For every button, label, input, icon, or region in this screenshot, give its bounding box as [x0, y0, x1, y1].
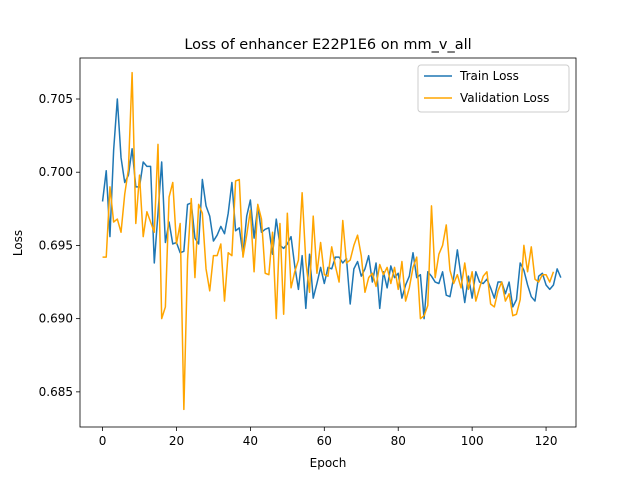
- legend: Train Loss Validation Loss: [417, 64, 570, 113]
- x-tick-label: 60: [317, 434, 332, 448]
- series-line-train-loss: [101, 98, 562, 320]
- chart-title: Loss of enhancer E22P1E6 on mm_v_all: [184, 37, 471, 53]
- y-tick-label: 0.685: [39, 385, 73, 399]
- x-tick-label: 20: [169, 434, 184, 448]
- x-axis-label: Epoch: [310, 456, 347, 470]
- x-tick-label: 80: [391, 434, 406, 448]
- x-tick-label: 40: [243, 434, 258, 448]
- y-tick-label: 0.700: [39, 165, 73, 179]
- x-tick-label: 100: [461, 434, 484, 448]
- y-axis-label: Loss: [11, 230, 25, 256]
- y-tick-label: 0.695: [39, 238, 73, 252]
- x-tick-label: 120: [535, 434, 558, 448]
- plot-lines: [101, 71, 562, 411]
- x-axis-ticks: 0 20 40 60 80 100 120: [99, 427, 558, 448]
- legend-label-train-loss: Train Loss: [459, 69, 519, 83]
- legend-box: [417, 64, 570, 113]
- y-axis-ticks: 0.685 0.690 0.695 0.700 0.705: [39, 92, 80, 399]
- series-line-validation-loss: [102, 71, 555, 411]
- y-tick-label: 0.705: [39, 92, 73, 106]
- x-tick-label: 0: [99, 434, 107, 448]
- y-tick-label: 0.690: [39, 312, 73, 326]
- plot-frame: [79, 57, 577, 428]
- legend-label-validation-loss: Validation Loss: [460, 91, 549, 105]
